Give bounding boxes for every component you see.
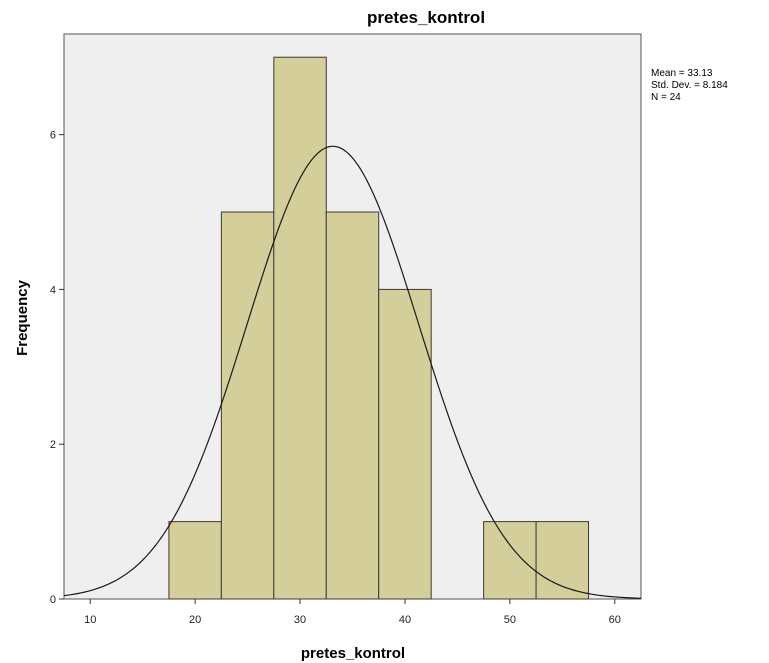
histogram-bar — [378, 288, 432, 600]
x-tick-label: 30 — [294, 614, 306, 626]
normal-curve-line — [63, 145, 642, 599]
histogram-bar — [273, 56, 327, 600]
x-axis-ticks: 10 20 30 40 50 60 — [84, 599, 621, 626]
x-tick-label: 50 — [504, 614, 516, 626]
stats-n: N = 24 — [651, 92, 681, 103]
stats-mean: Mean = 33.13 — [651, 68, 713, 79]
y-tick-label: 0 — [50, 594, 56, 606]
x-tick-label: 60 — [609, 614, 621, 626]
chart-title: pretes_kontrol — [367, 8, 485, 27]
histogram-bar — [325, 211, 380, 600]
x-tick-label: 10 — [84, 614, 96, 626]
histogram-bar — [535, 521, 590, 600]
histogram-bar — [168, 521, 222, 600]
y-tick-label: 6 — [50, 130, 56, 142]
histogram-bar — [483, 521, 537, 600]
y-tick-label: 2 — [50, 439, 56, 451]
x-tick-label: 40 — [399, 614, 411, 626]
y-tick-label: 4 — [50, 284, 56, 296]
bars-group — [168, 56, 590, 600]
stats-box: Mean = 33.13 Std. Dev. = 8.184 N = 24 — [651, 68, 728, 103]
histogram-bar — [220, 211, 275, 600]
stats-std-dev: Std. Dev. = 8.184 — [651, 80, 728, 91]
x-axis-label: pretes_kontrol — [301, 645, 405, 662]
y-axis-label: Frequency — [14, 279, 31, 356]
x-tick-label: 20 — [189, 614, 201, 626]
y-axis-ticks: 0 2 4 6 — [50, 130, 64, 606]
